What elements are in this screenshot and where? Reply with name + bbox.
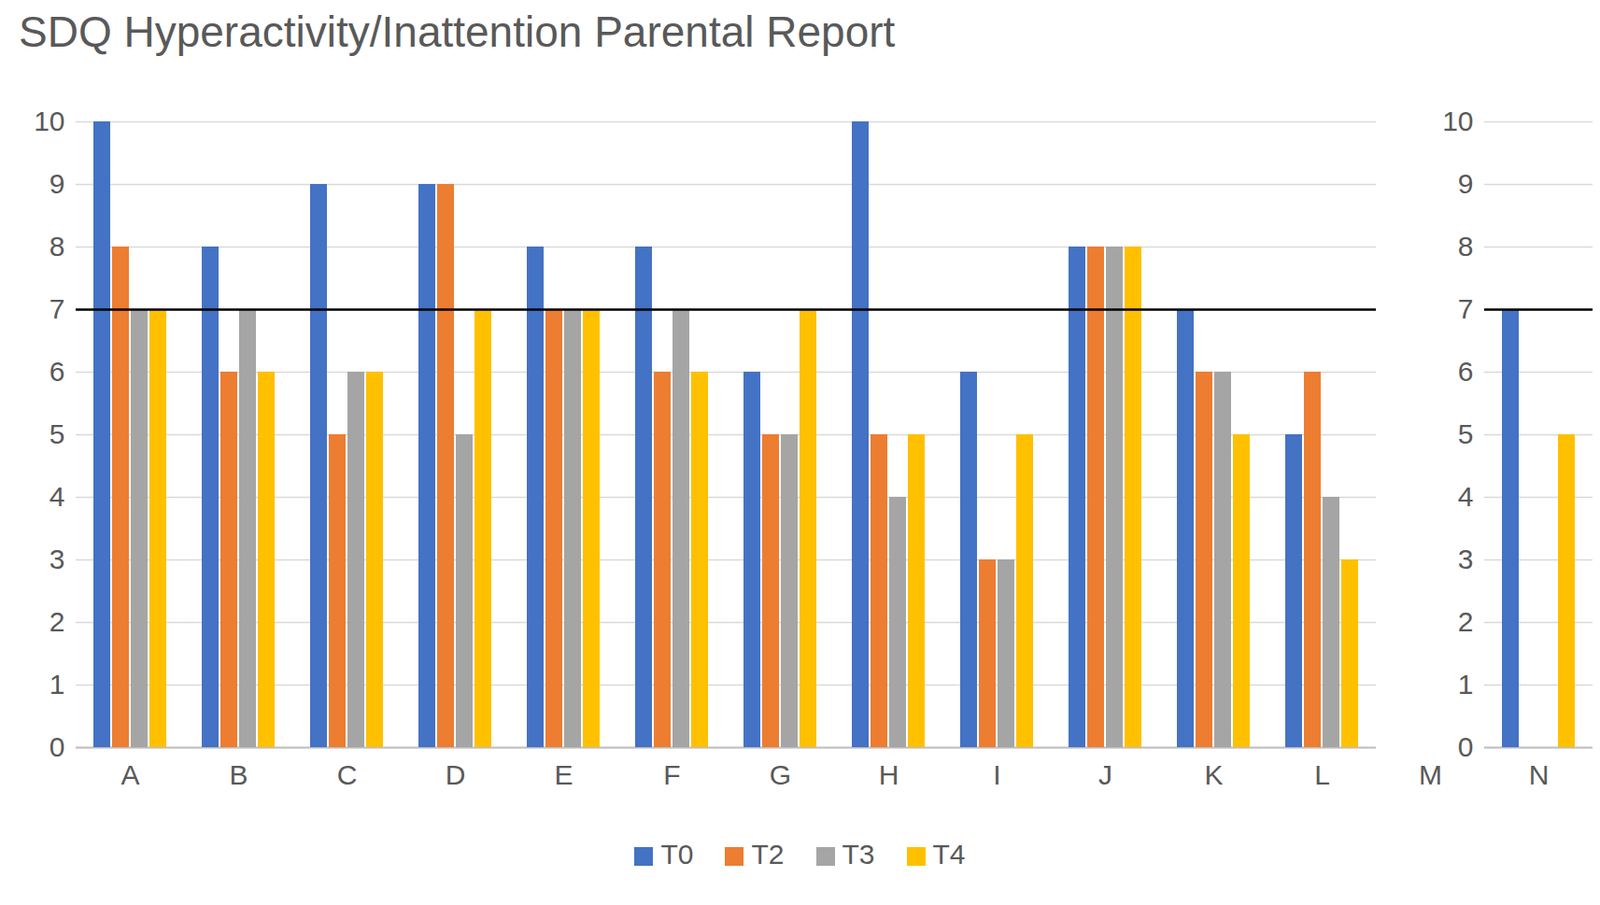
svg-text:A: A bbox=[120, 759, 140, 791]
svg-text:0: 0 bbox=[1458, 731, 1474, 763]
svg-text:10: 10 bbox=[33, 105, 65, 137]
html-text:T0: T0 bbox=[660, 838, 694, 870]
svg-text:9: 9 bbox=[1458, 168, 1474, 199]
html-text:T3: T3 bbox=[842, 838, 875, 870]
svg-text:8: 8 bbox=[1458, 230, 1474, 262]
html-text:T2: T2 bbox=[751, 838, 785, 870]
svg-text:8: 8 bbox=[49, 230, 66, 262]
svg-text:C: C bbox=[337, 759, 358, 791]
svg-text:10: 10 bbox=[1442, 105, 1473, 137]
svg-text:D: D bbox=[445, 759, 467, 791]
svg-text:H: H bbox=[878, 759, 900, 791]
svg-text:2: 2 bbox=[1458, 606, 1474, 638]
svg-text:3: 3 bbox=[1458, 543, 1474, 575]
svg-text:F: F bbox=[663, 759, 680, 791]
svg-text:2: 2 bbox=[49, 606, 66, 638]
svg-text:1: 1 bbox=[1458, 668, 1474, 700]
svg-text:3: 3 bbox=[49, 543, 66, 575]
svg-text:L: L bbox=[1314, 759, 1331, 791]
svg-text:5: 5 bbox=[49, 418, 66, 450]
svg-text:B: B bbox=[228, 759, 248, 791]
svg-text:6: 6 bbox=[49, 355, 66, 387]
svg-text:I: I bbox=[992, 759, 1001, 791]
svg-text:J: J bbox=[1098, 759, 1113, 791]
html-text:T4: T4 bbox=[932, 838, 966, 870]
svg-text:7: 7 bbox=[49, 293, 66, 325]
svg-text:1: 1 bbox=[49, 668, 66, 700]
svg-text:4: 4 bbox=[1458, 481, 1474, 512]
svg-text:4: 4 bbox=[49, 481, 66, 512]
svg-text:M: M bbox=[1418, 759, 1443, 791]
svg-text:G: G bbox=[769, 759, 792, 791]
svg-text:E: E bbox=[553, 759, 573, 791]
svg-text:0: 0 bbox=[49, 731, 66, 763]
svg-text:K: K bbox=[1203, 759, 1223, 791]
svg-text:7: 7 bbox=[1458, 293, 1474, 325]
svg-text:6: 6 bbox=[1458, 355, 1474, 387]
svg-text:N: N bbox=[1529, 759, 1550, 791]
html-text:SDQ Hyperactivity/Inattention: SDQ Hyperactivity/Inattention Parental R… bbox=[18, 7, 896, 57]
svg-text:5: 5 bbox=[1458, 418, 1474, 450]
svg-text:9: 9 bbox=[49, 168, 66, 199]
